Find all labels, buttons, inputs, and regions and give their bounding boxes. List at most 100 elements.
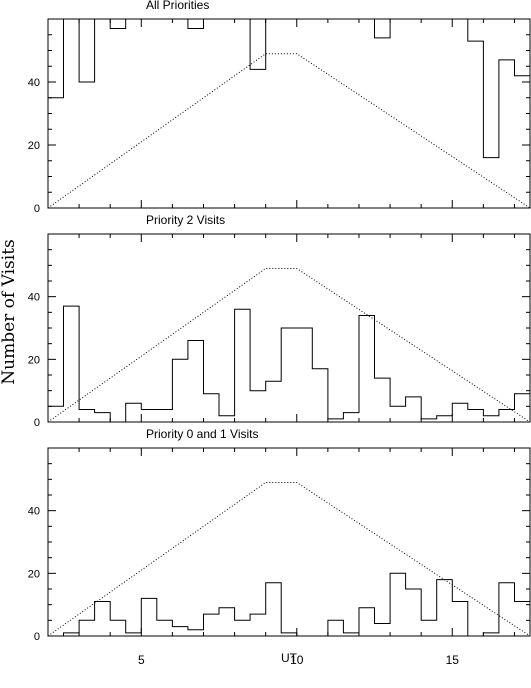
histogram-bin <box>250 614 266 636</box>
histogram-bin <box>203 614 219 636</box>
histogram-bin <box>499 583 515 636</box>
histogram-bin <box>312 19 328 208</box>
y-tick-label: 40 <box>28 506 40 518</box>
histogram-bin <box>343 413 359 422</box>
histogram-bin <box>235 309 251 422</box>
y-tick-label: 40 <box>28 77 40 89</box>
histogram-bin <box>421 19 437 208</box>
histogram-bin <box>499 60 515 208</box>
histogram-bin <box>266 381 282 422</box>
histogram-bin <box>375 38 391 208</box>
histogram-bin <box>483 158 499 208</box>
histogram-bin <box>359 315 375 422</box>
y-tick-label: 40 <box>28 292 40 304</box>
histogram-bin <box>390 19 406 208</box>
histogram-step <box>48 19 530 208</box>
histogram-bin <box>312 369 328 422</box>
histogram-bin <box>126 403 142 422</box>
histogram-bin <box>48 98 64 208</box>
histogram-bin <box>406 589 422 636</box>
histogram-bin <box>219 19 235 208</box>
panel-title: All Priorities <box>146 0 209 12</box>
histogram-bin <box>141 598 157 636</box>
histogram-bin <box>468 409 484 422</box>
histogram-bin <box>266 19 282 208</box>
histogram-bin <box>297 328 313 422</box>
reference-line <box>48 53 530 208</box>
y-tick-label: 20 <box>28 568 40 580</box>
histogram-bin <box>452 403 468 422</box>
histogram-bin <box>437 416 453 422</box>
histogram-bin <box>110 620 126 636</box>
histogram-bin <box>48 406 64 422</box>
histogram-bin <box>343 19 359 208</box>
x-axis-title: UT <box>281 651 298 665</box>
histogram-bin <box>514 76 530 208</box>
histogram-bin <box>390 406 406 422</box>
histogram-bin <box>95 413 111 422</box>
histogram-bin <box>437 580 453 636</box>
histogram-bin <box>437 19 453 208</box>
histogram-bin <box>79 82 95 208</box>
histogram-bin <box>141 409 157 422</box>
panel-3: 0 20 40 Priority 0 and 1 Visits 5 10 15 <box>28 427 531 667</box>
histogram-bin <box>266 583 282 636</box>
x-tick-label: 5 <box>138 653 145 667</box>
histogram-bin <box>375 623 391 636</box>
histogram-bin <box>157 409 173 422</box>
histogram-bin <box>95 602 111 636</box>
histogram-bin <box>188 341 204 422</box>
histogram-bin <box>95 19 111 208</box>
histogram-bin <box>468 41 484 208</box>
histogram-bin <box>203 19 219 208</box>
panel-1: 0 20 40 All Priorities <box>28 0 531 215</box>
histogram-bin <box>390 573 406 636</box>
histogram-bin <box>375 378 391 422</box>
histogram-bin <box>328 19 344 208</box>
histogram-bin <box>172 627 188 636</box>
histogram-bin <box>406 397 422 422</box>
panels: 0 20 40 All Priorities 0 20 40 Priority 2 Visit… <box>28 0 531 667</box>
y-tick-label: 0 <box>34 203 40 215</box>
histogram-bin <box>250 69 266 208</box>
histogram-bin <box>359 19 375 208</box>
histogram-bin <box>188 630 204 636</box>
histogram-bin <box>203 394 219 422</box>
panel-title: Priority 2 Visits <box>146 213 225 227</box>
histogram-bin <box>250 391 266 422</box>
histogram-bin <box>452 19 468 208</box>
histogram-bin <box>79 620 95 636</box>
histogram-bin <box>514 602 530 636</box>
histogram-bin <box>188 28 204 208</box>
x-tick-label: 15 <box>446 653 460 667</box>
y-tick-label: 20 <box>28 354 40 366</box>
histogram-bin <box>281 328 297 422</box>
histogram-bin <box>126 19 142 208</box>
histogram-bin <box>281 19 297 208</box>
histogram-bin <box>157 620 173 636</box>
histogram-bin <box>406 19 422 208</box>
x-tick-label: 10 <box>290 653 304 667</box>
panel-title: Priority 0 and 1 Visits <box>146 427 259 441</box>
histogram-bin <box>141 19 157 208</box>
histogram-bin <box>172 359 188 422</box>
histogram-bin <box>64 19 80 208</box>
y-tick-label: 20 <box>28 140 40 152</box>
histogram-bin <box>219 416 235 422</box>
histogram-bin <box>483 416 499 422</box>
panel-2: 0 20 40 Priority 2 Visits <box>28 213 531 429</box>
histogram-bin <box>514 394 530 422</box>
histogram-step <box>48 572 530 636</box>
histogram-bin <box>64 306 80 422</box>
histogram-bin <box>235 19 251 208</box>
histogram-bin <box>110 28 126 208</box>
histogram-bin <box>359 608 375 636</box>
histogram-bin <box>297 19 313 208</box>
histogram-bin <box>157 19 173 208</box>
y-tick-label: 0 <box>34 417 40 429</box>
histogram-bin <box>79 409 95 422</box>
histogram-bin <box>452 602 468 636</box>
histogram-bin <box>219 608 235 636</box>
y-tick-label: 0 <box>34 631 40 643</box>
